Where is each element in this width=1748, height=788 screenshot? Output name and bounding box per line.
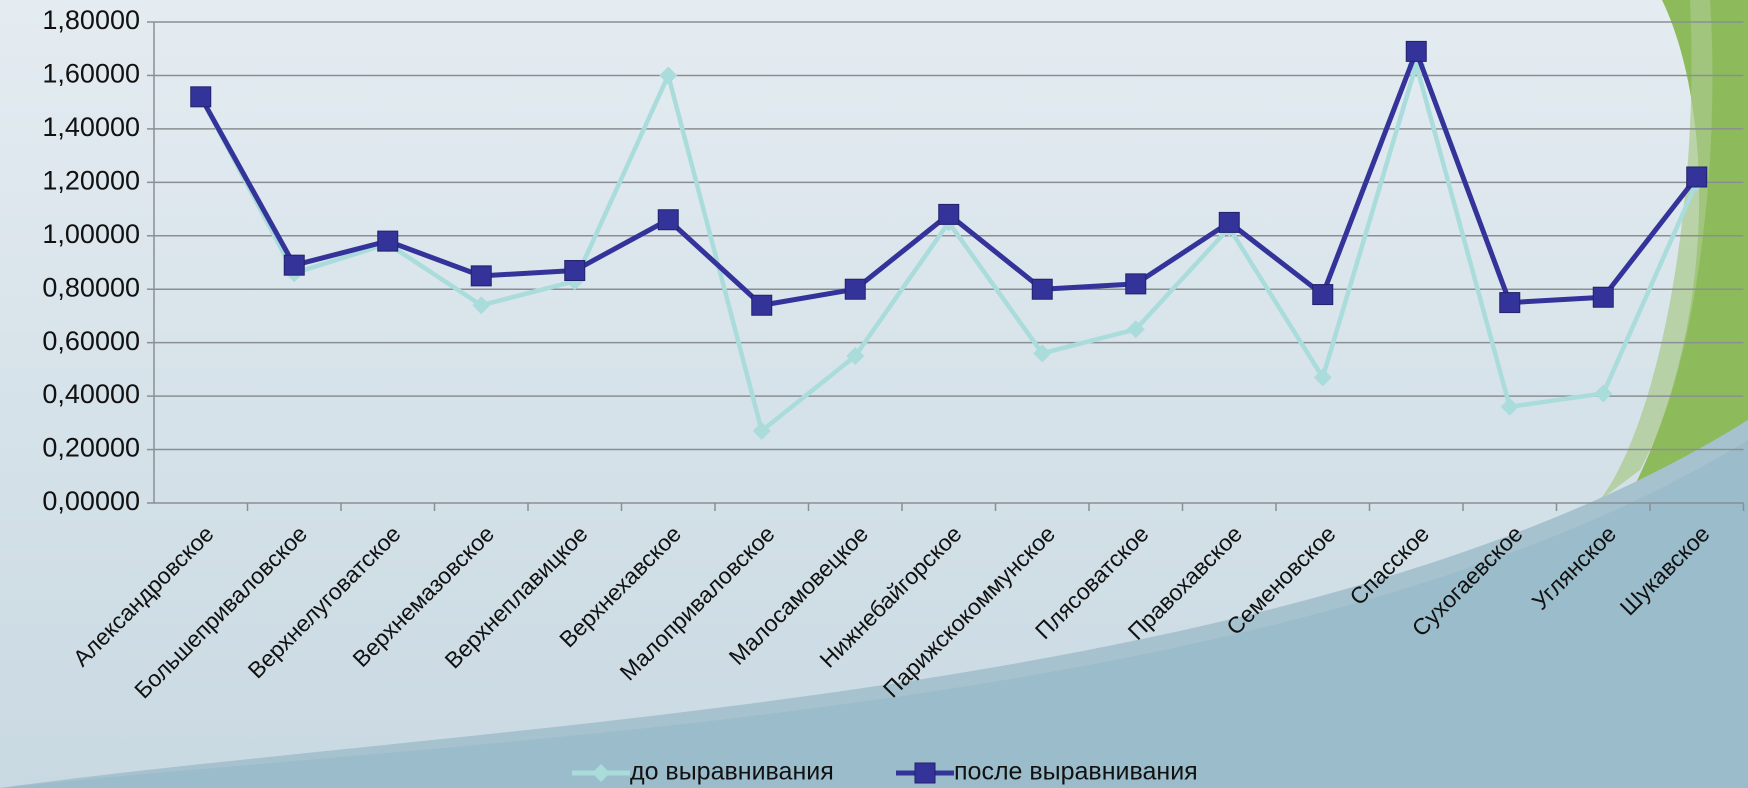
data-point: [1312, 284, 1334, 306]
data-point: [283, 254, 305, 276]
data-point: [1499, 292, 1521, 314]
data-point: [1500, 397, 1519, 416]
data-point: [564, 260, 586, 282]
legend-marker: [914, 762, 936, 784]
data-point: [659, 66, 678, 85]
data-point: [1405, 40, 1427, 62]
data-point: [1686, 166, 1708, 188]
data-point: [1126, 320, 1145, 339]
data-point: [752, 421, 771, 440]
data-point: [190, 86, 212, 108]
data-point: [751, 294, 773, 316]
data-point: [1313, 368, 1332, 387]
data-point: [846, 347, 865, 366]
y-tick-label: 0,40000: [42, 379, 140, 409]
blue-wave-dark: [0, 440, 1748, 788]
data-point: [1125, 273, 1147, 295]
y-tick-label: 1,40000: [42, 112, 140, 142]
y-tick-label: 0,20000: [42, 433, 140, 463]
data-point: [938, 203, 960, 225]
y-tick-label: 1,20000: [42, 165, 140, 195]
y-tick-label: 1,80000: [42, 5, 140, 35]
data-point: [1033, 344, 1052, 363]
y-tick-label: 1,60000: [42, 59, 140, 89]
data-point: [470, 265, 492, 287]
data-point: [844, 278, 866, 300]
legend-label: после выравнивания: [954, 758, 1198, 786]
y-tick-label: 0,60000: [42, 326, 140, 356]
data-point: [1592, 286, 1614, 308]
data-point: [377, 230, 399, 252]
data-point: [657, 209, 679, 231]
y-tick-label: 0,00000: [42, 486, 140, 516]
legend-label: до выравнивания: [630, 758, 834, 786]
y-tick-label: 1,00000: [42, 219, 140, 249]
data-point: [1031, 278, 1053, 300]
swoosh-highlight: [1600, 0, 1713, 500]
y-tick-label: 0,80000: [42, 272, 140, 302]
data-point: [472, 296, 491, 315]
data-point: [1218, 211, 1240, 233]
legend-marker: [592, 764, 610, 782]
data-point: [1594, 384, 1613, 403]
